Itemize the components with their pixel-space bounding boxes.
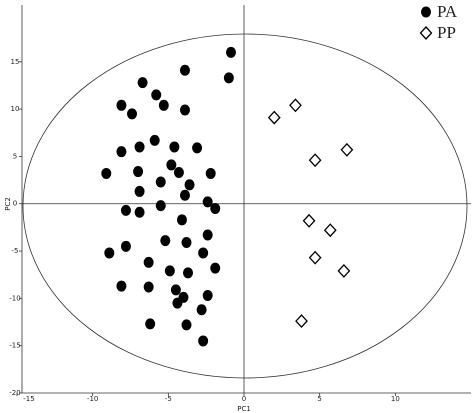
pp-point [308, 250, 322, 265]
x-axis-label: PC1 [237, 405, 251, 413]
pa-point [134, 141, 145, 153]
legend-label: PP [437, 23, 456, 42]
pa-point [137, 77, 148, 89]
pa-point [202, 196, 213, 208]
y-tick-label: -15 [9, 342, 20, 350]
y-tick-label: 15 [11, 58, 20, 66]
pa-point [198, 335, 209, 347]
pa-point [223, 72, 234, 84]
y-tick-label: -20 [9, 389, 20, 397]
pa-point [169, 141, 180, 153]
pa-point [133, 166, 144, 178]
pa-point [202, 229, 213, 241]
legend-marker [421, 6, 431, 18]
pa-point [143, 256, 154, 268]
pa-point [225, 46, 236, 58]
pa-point [166, 159, 177, 171]
confidence-ellipse [22, 33, 468, 379]
pp-point [337, 263, 351, 278]
pp-point [289, 98, 302, 113]
x-tick-label: -15 [23, 395, 34, 403]
pa-point [151, 89, 162, 101]
x-tick-label: 10 [391, 395, 400, 403]
pa-point [116, 99, 127, 111]
pa-point [210, 202, 221, 214]
pp-point [340, 142, 354, 157]
x-tick-label: 0 [242, 395, 246, 403]
y-tick-label: 10 [11, 105, 20, 113]
legend-marker [419, 26, 433, 40]
pa-point [205, 167, 216, 179]
x-tick-label: 5 [317, 395, 321, 403]
pa-point [176, 214, 187, 226]
y-tick-label: -5 [12, 247, 19, 255]
pa-point [170, 284, 181, 296]
pa-point [120, 240, 131, 252]
pa-point [181, 237, 192, 249]
pa-point [181, 319, 192, 331]
pp-point [308, 153, 322, 168]
pa-point [120, 204, 131, 216]
y-axis-label: PC2 [4, 197, 12, 211]
pa-point [172, 297, 183, 309]
pa-point [184, 179, 195, 191]
legend-label: PA [437, 2, 458, 21]
pa-point [160, 235, 171, 247]
pa-point [198, 247, 209, 259]
pa-point [104, 247, 115, 259]
pp-point [302, 213, 316, 228]
pa-point [179, 104, 190, 116]
pa-point [155, 200, 166, 212]
pa-point [101, 167, 112, 179]
pa-point [158, 99, 169, 111]
pa-point [202, 290, 213, 302]
pa-point [116, 146, 127, 158]
pp-point [323, 223, 337, 238]
y-tick-label: 0 [13, 200, 17, 208]
pa-point [145, 318, 156, 330]
pa-point [210, 262, 221, 274]
pa-point [164, 265, 175, 277]
pa-point [149, 134, 160, 146]
y-tick-label: 5 [13, 152, 17, 160]
pa-point [196, 304, 207, 316]
x-tick-label: -10 [87, 395, 98, 403]
pa-point [179, 64, 190, 76]
pa-point [143, 281, 154, 293]
pp-point [267, 110, 281, 125]
pa-point [127, 108, 138, 120]
pa-point [179, 189, 190, 201]
pp-point [295, 314, 308, 329]
pa-point [116, 280, 127, 292]
pa-point [134, 206, 145, 218]
pa-point [173, 167, 184, 179]
x-tick-label: -5 [165, 395, 172, 403]
pa-point [134, 185, 145, 197]
pa-point [155, 176, 166, 188]
y-tick-label: -10 [9, 294, 20, 302]
pa-point [192, 142, 203, 154]
pa-point [183, 267, 194, 279]
